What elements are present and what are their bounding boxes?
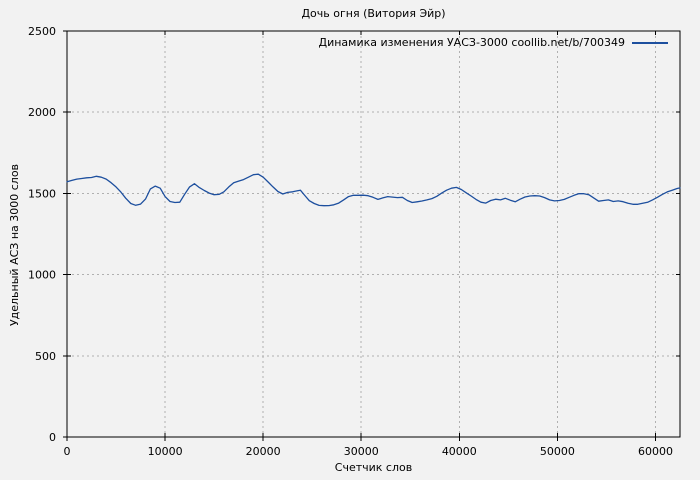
legend-label: Динамика изменения УАСЗ-3000 coollib.net… [318,36,626,49]
y-tick-label: 0 [49,431,56,444]
plot-border [66,30,681,438]
x-tick-label: 50000 [540,445,575,458]
x-axis-label: Счетчик слов [334,461,413,474]
x-tick-label: 20000 [246,445,281,458]
data-line [66,173,681,207]
chart-title: Дочь огня (Витория Эйр) [301,7,446,20]
x-tick-label: 60000 [638,445,673,458]
y-tick-label: 2000 [28,106,56,119]
y-tick-label: 500 [35,350,56,363]
legend-line-sample-icon [632,42,668,44]
x-tick-label: 30000 [344,445,379,458]
y-tick-label: 1500 [28,187,56,200]
y-tick-label: 1000 [28,269,56,282]
x-tick-label: 10000 [148,445,183,458]
y-axis-label: Удельный АСЗ на 3000 слов [8,163,21,327]
y-tick-label: 2500 [28,25,56,38]
x-tick-label: 40000 [442,445,477,458]
x-tick-label: 0 [64,445,71,458]
